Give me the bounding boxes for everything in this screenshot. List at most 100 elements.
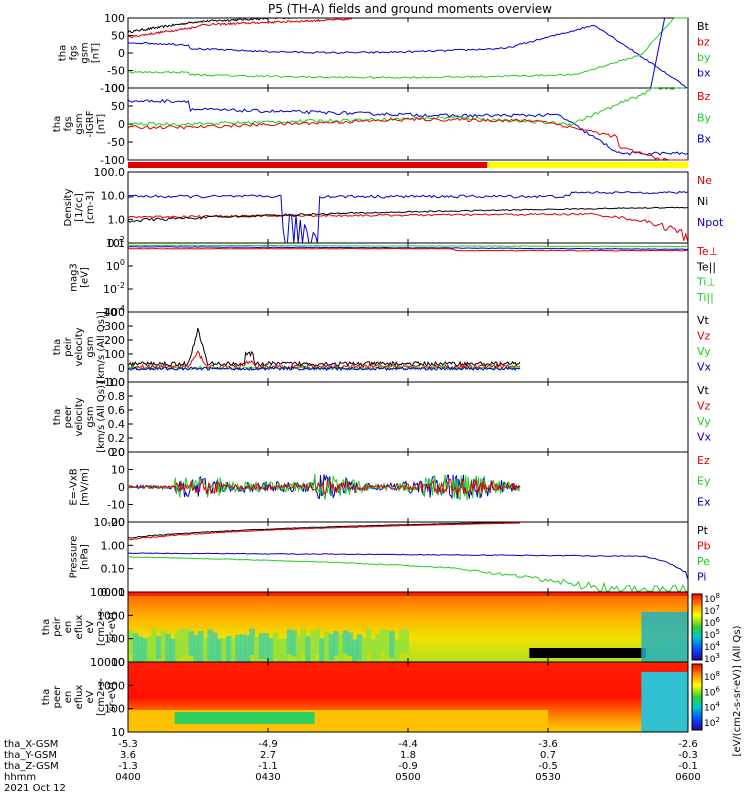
spectrogram-cell bbox=[263, 633, 269, 660]
legend-item: Bx bbox=[697, 133, 712, 146]
x-tick-label: -0.5 bbox=[538, 761, 558, 772]
legend-item: Pi bbox=[697, 571, 706, 584]
state-bar-segment bbox=[487, 162, 688, 168]
spectrogram-cell bbox=[198, 631, 204, 665]
y-axis-label-line: Pressure bbox=[69, 536, 80, 579]
spectrogram-cell bbox=[230, 637, 237, 667]
y-axis-label: tha peir velocity gsm [km/s (All Qs)] bbox=[52, 311, 107, 383]
legend-item: Te⊥ bbox=[696, 245, 718, 258]
x-row-label: hhmm bbox=[4, 772, 36, 783]
series-Pb bbox=[127, 522, 521, 541]
y-axis-label-line: peir bbox=[52, 616, 63, 636]
x-tick-label: -0.1 bbox=[678, 761, 698, 772]
spectrogram-cell bbox=[226, 636, 232, 670]
colorbar-tick-label: 103 bbox=[704, 652, 720, 665]
y-tick-label: 1.0 bbox=[108, 376, 126, 389]
legend-item: bz bbox=[697, 36, 710, 49]
spectrogram-cell bbox=[146, 636, 153, 662]
spectrogram-cell bbox=[184, 629, 190, 655]
y-axis-label-line: peer bbox=[63, 405, 74, 429]
y-tick-label: 20 bbox=[111, 446, 125, 459]
spectrogram-cell bbox=[258, 633, 265, 660]
y-axis-label-line: eflux bbox=[74, 615, 85, 640]
y-tick-label: 100.0 bbox=[94, 166, 126, 179]
spectrogram-cell bbox=[356, 634, 363, 661]
spectrogram-cell bbox=[314, 628, 321, 655]
x-tick-label: 2.7 bbox=[260, 750, 276, 761]
y-axis-label-line: gsm bbox=[80, 42, 91, 63]
series-Ey bbox=[127, 473, 521, 501]
series-Pt bbox=[127, 521, 520, 539]
y-axis-label-line: velocity bbox=[74, 327, 85, 366]
series-Ti bbox=[127, 244, 688, 248]
y-axis-label-line: [nT] bbox=[91, 43, 102, 63]
y-tick-label: 0.0 bbox=[108, 446, 126, 459]
legend-item: Ni bbox=[697, 195, 708, 208]
y-axis-label: Pressure [nPa] bbox=[69, 536, 91, 579]
y-axis-label-line: [nPa] bbox=[80, 544, 91, 570]
legend-item: by bbox=[697, 51, 711, 64]
x-tick-label: -3.6 bbox=[538, 739, 558, 750]
colorbar-tick-label: 104 bbox=[704, 701, 720, 714]
y-tick-label: 100 bbox=[104, 82, 125, 95]
y-axis-label-line: eV bbox=[85, 690, 96, 703]
x-tick-label: 1.8 bbox=[400, 750, 416, 761]
colorbar-peer bbox=[691, 663, 703, 731]
y-axis-label-line: tha bbox=[52, 409, 63, 425]
spectrogram-cell bbox=[389, 631, 395, 658]
series-bx-tail bbox=[650, 17, 666, 89]
colorbar-tick-label: 106 bbox=[704, 685, 720, 698]
series-by bbox=[127, 17, 688, 79]
y-axis-label-line: [cm-3] bbox=[85, 191, 96, 224]
colorbar-tick-label: 102 bbox=[704, 716, 720, 729]
y-tick-label: 100 bbox=[104, 348, 125, 361]
series-Vx bbox=[127, 366, 521, 372]
y-tick-label: 0 bbox=[118, 118, 125, 131]
panel-frame bbox=[127, 171, 689, 244]
spectrogram-cell bbox=[235, 634, 241, 668]
y-tick-label: 100 bbox=[104, 633, 125, 646]
y-axis-label-line: [eV] bbox=[80, 267, 91, 288]
spectrogram-cell bbox=[207, 629, 213, 661]
y-axis-label: mag3 [eV] bbox=[69, 263, 91, 292]
legend-item: Npot bbox=[697, 216, 724, 229]
spectrogram-cell bbox=[403, 629, 409, 654]
y-tick-label: 0.8 bbox=[108, 390, 126, 403]
spectrogram-cell bbox=[128, 630, 134, 655]
legend-item: bx bbox=[697, 67, 711, 80]
y-tick-label: 0.01 bbox=[101, 586, 126, 599]
legend-item: Ti|| bbox=[696, 291, 714, 304]
y-axis-label: tha peer en eflux eV [cm2-s-sr-eV] bbox=[41, 678, 118, 716]
y-tick-label: 100 bbox=[104, 703, 125, 716]
y-tick-label: 10 bbox=[111, 726, 125, 739]
y-axis-label-line: Density bbox=[63, 188, 74, 226]
y-tick-label: -100 bbox=[100, 376, 125, 389]
spectrogram-cell bbox=[347, 632, 353, 657]
spectrogram-cell bbox=[333, 630, 339, 656]
y-axis-label-line: [cm2-s- bbox=[96, 678, 107, 716]
legend-item: Ti⊥ bbox=[696, 276, 716, 289]
spectrogram-cell bbox=[188, 631, 195, 656]
x-tick-label: 0600 bbox=[675, 772, 700, 783]
colorbar-tick-label: 108 bbox=[704, 670, 720, 683]
y-tick-label: 0 bbox=[118, 481, 125, 494]
y-tick-label: 300 bbox=[104, 320, 125, 333]
spectrogram-cell bbox=[286, 629, 293, 655]
y-axis-label-line: peir bbox=[63, 336, 74, 356]
y-axis-label-line: fgs bbox=[63, 116, 74, 131]
spectrogram-cell bbox=[366, 629, 372, 654]
y-axis-label-line: peer bbox=[52, 685, 63, 709]
legend-item: Pb bbox=[697, 540, 711, 553]
y-tick-label: 10 bbox=[111, 464, 125, 477]
legend-item: Ez bbox=[697, 454, 710, 467]
y-axis-label-line: tha bbox=[52, 116, 63, 132]
series-Bz bbox=[127, 117, 688, 161]
y-axis-label-line: tha bbox=[41, 689, 52, 705]
y-tick-label: -10 bbox=[107, 499, 125, 512]
spectrogram-cell bbox=[254, 636, 260, 663]
y-tick-label: 0.10 bbox=[101, 563, 126, 576]
y-tick-label: 10-2 bbox=[103, 281, 125, 296]
panel-frame bbox=[127, 311, 689, 383]
spectrogram-cell bbox=[328, 634, 335, 661]
legend-item: Vy bbox=[697, 415, 711, 428]
